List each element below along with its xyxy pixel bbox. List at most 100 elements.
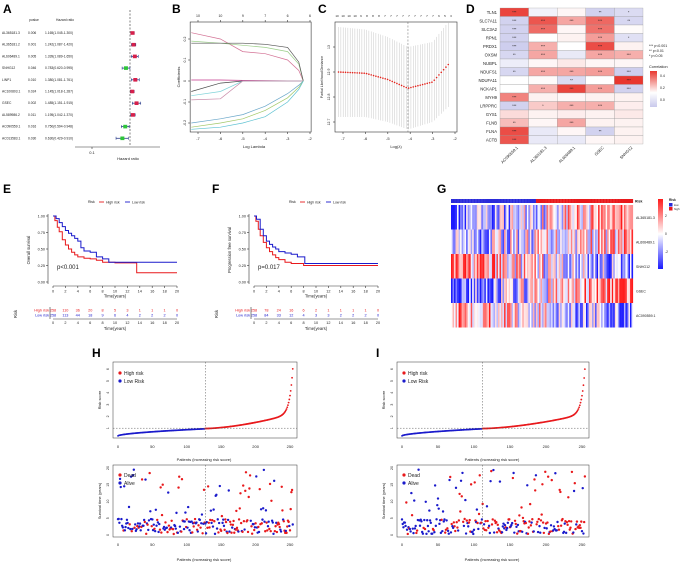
corr-cell (557, 24, 586, 34)
corr-row-label: NUBPL (483, 61, 498, 66)
survival-point (215, 527, 219, 530)
survival-point (562, 530, 566, 534)
expression-cell (540, 278, 543, 303)
survival-point (237, 518, 241, 521)
expression-cell (595, 303, 597, 328)
survival-point (539, 519, 543, 522)
survival-point (452, 521, 456, 524)
risk-table-count: 2 (315, 309, 317, 313)
expression-cell (535, 229, 538, 254)
expression-cell (623, 254, 626, 279)
expression-cell (602, 205, 605, 230)
corr-cell (585, 75, 615, 85)
risk-table-count: 2 (365, 314, 367, 318)
expression-cell (469, 229, 471, 254)
survival-point (213, 520, 216, 523)
expression-cell (464, 229, 467, 254)
survival-point (133, 526, 136, 529)
survival-point (205, 520, 208, 524)
survival-point (580, 520, 583, 523)
expression-cell (572, 254, 574, 279)
expression-cell (463, 278, 465, 303)
expression-cell (614, 205, 617, 230)
expression-cell (561, 254, 564, 279)
survival-point (142, 524, 145, 527)
expression-cell (628, 303, 631, 328)
expression-row-label: SNHG12 (636, 265, 650, 269)
survival-point (209, 509, 213, 512)
corr-row-label: RPN1 (486, 35, 498, 40)
expression-cell (494, 229, 497, 254)
survival-point (415, 529, 419, 532)
survival-point (462, 524, 466, 528)
expression-cell (625, 205, 628, 230)
km-x-label: Time(years) (104, 294, 127, 299)
expression-cell (561, 205, 564, 230)
expression-cell (569, 303, 571, 328)
expression-cell (576, 229, 579, 254)
expression-cell (478, 229, 480, 254)
cv-mean-point (389, 79, 391, 82)
lasso-x-tick-label: -6 (219, 136, 223, 141)
corr-cell (614, 109, 644, 119)
survival-point (456, 526, 459, 529)
risk-annotation-cell (608, 199, 611, 203)
corr-significance-stars: *** (512, 104, 517, 108)
survival-point (143, 520, 147, 524)
survival-point (238, 507, 241, 510)
risk-table-x-tick-label: 20 (175, 321, 179, 325)
risk-table-count: 1 (164, 309, 166, 313)
cv-x-tick-label: -5 (386, 136, 390, 141)
expression-cell (467, 205, 470, 230)
survival-x-tick-label: 200 (543, 542, 550, 547)
corr-significance-stars: *** (512, 45, 517, 49)
cv-mean-point (417, 84, 419, 87)
expression-cell (461, 278, 464, 303)
expression-cell (607, 254, 609, 279)
expression-cell (537, 254, 540, 279)
expression-cell (605, 254, 608, 279)
corr-cell (614, 58, 644, 68)
expression-cell (487, 229, 490, 254)
corr-cell (557, 126, 586, 136)
corr-colorbar-tick: 0.0 (660, 98, 665, 102)
cv-y-tick-label: 12.8 (327, 94, 331, 101)
survival-point (441, 529, 444, 533)
expression-cell (485, 229, 488, 254)
lasso-top-tick-label: 10 (196, 14, 200, 18)
survival-point (510, 521, 514, 525)
survival-point (217, 531, 220, 534)
expression-cell (504, 278, 506, 303)
survival-point (580, 529, 584, 533)
survival-point (477, 512, 481, 516)
risk-annotation-cell (585, 199, 588, 203)
risk-table-count: 2 (352, 314, 354, 318)
risk-annotation-cell (611, 199, 614, 203)
risk-annotation-cell (604, 199, 606, 203)
expression-cell (475, 278, 477, 303)
survival-point (165, 526, 169, 529)
expression-cell (504, 254, 506, 279)
cv-top-tick-label: 7 (384, 14, 386, 18)
expression-cell (522, 278, 524, 303)
survival-point (556, 520, 559, 524)
survival-point (446, 527, 449, 530)
risk-annotation-cell (620, 199, 623, 203)
corr-cell (557, 50, 586, 60)
survival-point (445, 519, 448, 522)
corr-significance-stars: *** (598, 53, 603, 57)
expression-cell (564, 278, 567, 303)
expression-cell (528, 254, 530, 279)
survival-point (543, 526, 546, 530)
forest-row-pvalue: 0.016 (28, 125, 36, 129)
survival-point (491, 518, 494, 521)
km-x-tick-label: 20 (376, 290, 380, 294)
risk-annotation-cell (452, 199, 455, 203)
survival-point (552, 525, 556, 528)
expression-cell (493, 303, 496, 328)
corr-cell (528, 75, 558, 85)
risk-annotation-cell (546, 199, 549, 203)
survival-point (175, 511, 178, 515)
corr-column-label: AL606489.1 (557, 145, 576, 164)
expression-cell (570, 278, 573, 303)
